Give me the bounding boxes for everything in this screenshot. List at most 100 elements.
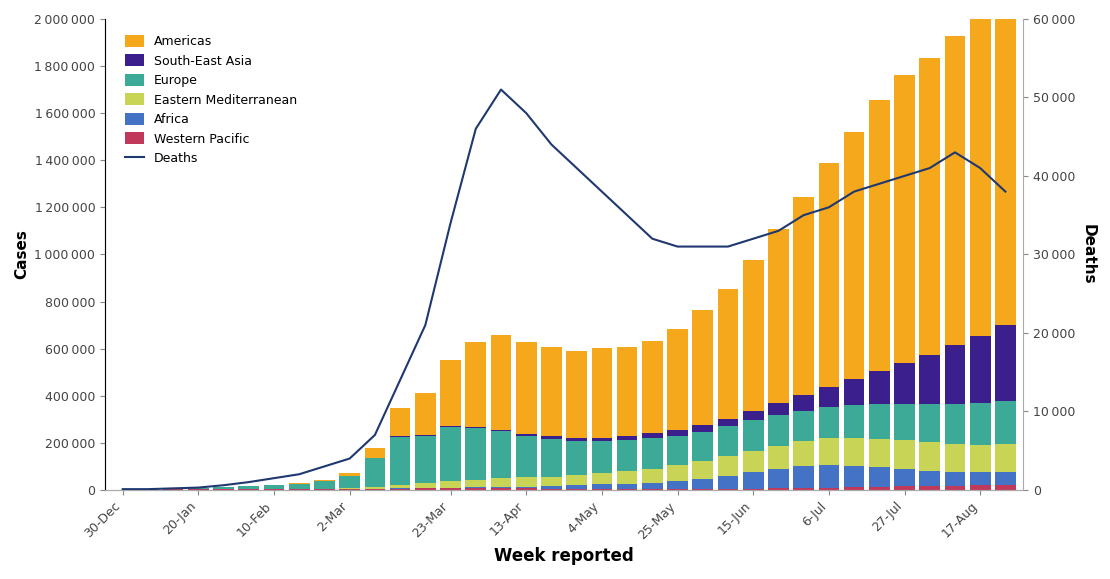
- Bar: [818, 387, 839, 406]
- Deaths: [948, 149, 961, 156]
- Bar: [869, 467, 889, 486]
- Bar: [264, 485, 284, 489]
- Bar: [642, 489, 663, 490]
- Bar: [340, 477, 360, 488]
- Bar: [188, 489, 209, 490]
- Bar: [818, 488, 839, 490]
- Bar: [441, 488, 461, 490]
- Bar: [617, 489, 637, 490]
- Bar: [844, 379, 865, 405]
- Bar: [516, 489, 536, 490]
- Deaths: [924, 164, 937, 171]
- Bar: [340, 489, 360, 490]
- Bar: [794, 466, 814, 488]
- Bar: [541, 347, 562, 436]
- Bar: [314, 489, 335, 490]
- Bar: [390, 489, 411, 490]
- Bar: [566, 489, 587, 490]
- Deaths: [823, 204, 836, 211]
- Deaths: [369, 431, 382, 438]
- Deaths: [620, 212, 634, 219]
- Bar: [667, 430, 688, 436]
- Deaths: [898, 173, 911, 179]
- Bar: [869, 404, 889, 439]
- Bar: [693, 489, 713, 490]
- Bar: [491, 431, 512, 478]
- Bar: [465, 479, 486, 488]
- Bar: [869, 439, 889, 467]
- Bar: [995, 401, 1016, 444]
- Bar: [995, 444, 1016, 472]
- Bar: [794, 411, 814, 441]
- Bar: [213, 489, 234, 490]
- Deaths: [872, 180, 886, 187]
- Bar: [667, 436, 688, 465]
- Deaths: [216, 482, 230, 489]
- Bar: [390, 485, 411, 488]
- Bar: [768, 469, 789, 488]
- Bar: [895, 441, 915, 469]
- Bar: [718, 456, 738, 476]
- Bar: [415, 435, 436, 436]
- Bar: [995, 0, 1016, 325]
- Bar: [465, 428, 486, 479]
- Deaths: [317, 463, 331, 470]
- Bar: [617, 347, 637, 436]
- Bar: [919, 471, 940, 486]
- Deaths: [571, 164, 584, 171]
- Bar: [516, 477, 536, 486]
- Bar: [566, 351, 587, 438]
- Bar: [844, 405, 865, 438]
- Bar: [743, 451, 764, 472]
- Bar: [441, 426, 461, 427]
- Bar: [390, 438, 411, 485]
- Bar: [566, 438, 587, 441]
- Bar: [667, 465, 688, 481]
- Deaths: [166, 485, 180, 492]
- Bar: [768, 415, 789, 446]
- Deaths: [696, 243, 709, 250]
- Bar: [945, 444, 966, 471]
- Deaths: [847, 188, 860, 195]
- Bar: [617, 440, 637, 471]
- Bar: [592, 473, 613, 485]
- Bar: [693, 432, 713, 461]
- Bar: [592, 485, 613, 489]
- Bar: [818, 438, 839, 465]
- Bar: [592, 489, 613, 490]
- Bar: [945, 471, 966, 486]
- Bar: [718, 426, 738, 456]
- Bar: [869, 100, 889, 371]
- X-axis label: Week reported: Week reported: [494, 547, 634, 565]
- Bar: [491, 487, 512, 488]
- Bar: [818, 406, 839, 438]
- Bar: [667, 489, 688, 490]
- Bar: [390, 408, 411, 437]
- Bar: [340, 473, 360, 476]
- Bar: [693, 426, 713, 432]
- Bar: [919, 58, 940, 355]
- Bar: [693, 461, 713, 479]
- Deaths: [293, 471, 306, 478]
- Bar: [895, 75, 915, 363]
- Deaths: [595, 188, 608, 195]
- Bar: [895, 469, 915, 486]
- Bar: [970, 472, 990, 485]
- Bar: [441, 481, 461, 488]
- Bar: [642, 438, 663, 468]
- Bar: [566, 441, 587, 475]
- Bar: [566, 475, 587, 485]
- Deaths: [268, 475, 281, 482]
- Bar: [895, 363, 915, 404]
- Bar: [743, 260, 764, 411]
- Bar: [642, 468, 663, 483]
- Bar: [693, 479, 713, 489]
- Bar: [693, 310, 713, 426]
- Bar: [441, 427, 461, 481]
- Bar: [945, 404, 966, 444]
- Bar: [566, 485, 587, 489]
- Deaths: [393, 376, 406, 383]
- Bar: [743, 472, 764, 489]
- Bar: [415, 483, 436, 488]
- Deaths: [141, 486, 154, 493]
